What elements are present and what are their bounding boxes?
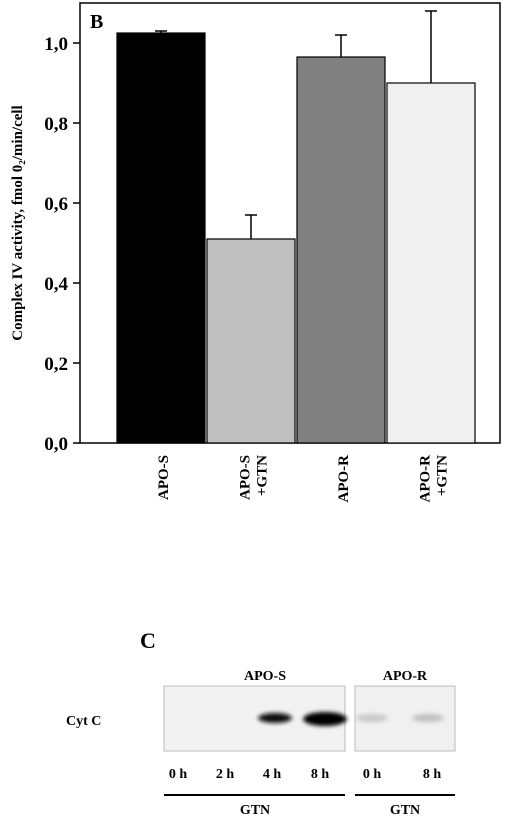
blot-band (412, 714, 444, 722)
bar (116, 32, 206, 444)
x-tick-label: APO-S (156, 455, 172, 500)
y-tick-label: 0,6 (44, 194, 68, 215)
group-label: APO-R (383, 669, 428, 684)
x-tick-label: APO-S+GTN (238, 455, 271, 500)
y-tick-label: 1,0 (44, 34, 68, 55)
y-tick-label: 0,4 (44, 274, 68, 295)
blot-band (258, 713, 292, 723)
blot-band (356, 714, 388, 722)
bar (206, 238, 296, 444)
bar (386, 82, 476, 444)
time-label: 4 h (263, 767, 282, 782)
panel-label: B (90, 11, 103, 33)
y-axis-label: Complex IV activity, fmol 0₂/min/cell (10, 105, 26, 340)
time-label: 8 h (423, 767, 442, 782)
y-tick-label: 0,8 (44, 114, 68, 135)
blot-band (303, 712, 347, 726)
treatment-label: GTN (240, 803, 270, 818)
treatment-label: GTN (390, 803, 420, 818)
y-tick-label: 0,2 (44, 354, 68, 375)
time-label: 0 h (363, 767, 382, 782)
bar (296, 56, 386, 444)
time-label: 8 h (311, 767, 330, 782)
time-label: 0 h (169, 767, 188, 782)
panel-label: C (140, 628, 156, 653)
x-tick-label: APO-R (336, 455, 352, 503)
group-label: APO-S (244, 669, 286, 684)
row-label: Cyt C (66, 714, 101, 729)
time-label: 2 h (216, 767, 235, 782)
x-tick-label: APO-R+GTN (418, 455, 451, 503)
y-tick-label: 0,0 (44, 434, 68, 455)
